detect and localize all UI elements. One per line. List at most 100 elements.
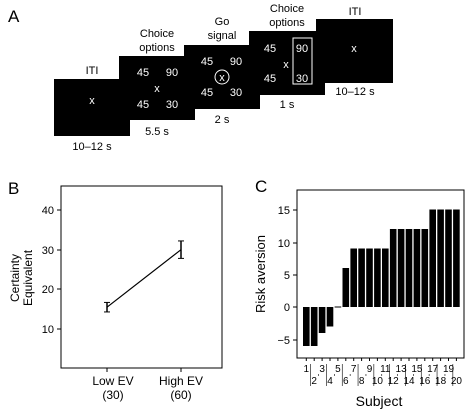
screen1-ITI — [54, 79, 130, 136]
screen5-fixation: x — [351, 43, 357, 55]
b-plot-marks — [104, 240, 184, 313]
bar-subject-2 — [310, 307, 318, 346]
c-ylabel: Risk aversion — [253, 235, 268, 313]
bar-subject-10 — [374, 248, 381, 307]
screen2-fixation: x — [154, 83, 160, 95]
screen2-choice-options — [119, 56, 195, 120]
c-xtick-label-2: 2 — [311, 376, 317, 387]
b-ylabel-line1: Certainty — [8, 254, 22, 302]
bar-subject-18 — [437, 209, 444, 307]
screen5-duration: 10–12 s — [335, 86, 375, 98]
screen3-bottom-left: 45 — [201, 87, 213, 99]
bar-subject-19 — [445, 209, 452, 307]
c-xtick-label-12: 12 — [388, 376, 400, 387]
screen3-title-line1: Go — [215, 16, 230, 28]
screen2-bottom-right: 30 — [166, 99, 178, 111]
b-series-line — [106, 249, 182, 308]
c-xtick-label-9: 9 — [367, 364, 373, 375]
b-xtick-low-ev: Low EV — [92, 374, 133, 388]
panel-b-axes — [57, 185, 223, 372]
screen3-title-line2: signal — [208, 30, 237, 42]
c-xtick-label-16: 16 — [419, 376, 431, 387]
screen4-bottom-left: 45 — [264, 73, 276, 85]
c-ytick-10: 10 — [278, 238, 290, 250]
screen2-title-line2: options — [139, 42, 175, 54]
c-xtick-label-20: 20 — [451, 376, 463, 387]
panel-c-axes — [293, 189, 465, 359]
bar-subject-6 — [342, 268, 350, 307]
c-xtick-label-14: 14 — [403, 376, 415, 387]
bar-subject-1 — [303, 307, 310, 346]
screen4-duration: 1 s — [280, 99, 295, 111]
screen2-duration: 5.5 s — [145, 126, 169, 138]
c-xtick-label-3: 3 — [319, 364, 325, 375]
panel-a-letter: A — [8, 7, 20, 26]
screen3-bottom-right: 30 — [230, 87, 242, 99]
bar-subject-9 — [366, 248, 373, 307]
bar-subject-17 — [429, 209, 436, 307]
c-xtick-label-5: 5 — [335, 364, 341, 375]
screen2-top-left: 45 — [137, 67, 149, 79]
screen2-bottom-left: 45 — [137, 99, 149, 111]
screen3-top-right: 90 — [230, 56, 242, 68]
c-xtick-label-10: 10 — [372, 376, 384, 387]
c-ytick-15: 15 — [278, 205, 290, 217]
c-xlabel: Subject — [356, 393, 403, 409]
b-ytick-40: 40 — [42, 205, 54, 217]
screen2-top-right: 90 — [166, 67, 178, 79]
panel-c-letter: C — [255, 177, 267, 196]
screen1-fixation: x — [89, 95, 95, 107]
b-xtick-high-ev: High EV — [159, 374, 203, 388]
c-xtick-label-4: 4 — [327, 376, 333, 387]
c-xtick-label-7: 7 — [351, 364, 357, 375]
screen5-title: ITI — [349, 6, 362, 18]
bar-subject-14 — [405, 229, 413, 307]
c-xtick-label-1: 1 — [304, 364, 310, 375]
b-ylabel-line2: Equivalent — [21, 249, 35, 306]
b-xtick-low-ev-value: (30) — [102, 388, 123, 402]
bar-subject-4 — [326, 307, 334, 327]
b-ytick-20: 20 — [42, 284, 54, 296]
selected-option-box — [292, 37, 313, 85]
screen4-top-right: 90 — [296, 43, 308, 55]
screen1-duration: 10–12 s — [72, 141, 112, 153]
panel-b-letter: B — [8, 179, 19, 198]
bar-subject-13 — [397, 229, 405, 307]
screen3-duration: 2 s — [215, 114, 230, 126]
screen1-title: ITI — [86, 65, 99, 77]
c-xtick-label-18: 18 — [435, 376, 447, 387]
screen3-top-left: 45 — [201, 56, 213, 68]
c-xtick-label-8: 8 — [359, 376, 365, 387]
c-xtick-label-17: 17 — [427, 364, 439, 375]
bar-subject-15 — [413, 229, 421, 307]
screen4-fixation: x — [283, 59, 289, 71]
b-xtick-high-ev-value: (60) — [170, 388, 191, 402]
bar-subject-7 — [350, 248, 357, 307]
screen3-fixation: x — [219, 72, 225, 84]
c-xtick-label-11: 11 — [380, 364, 391, 375]
bar-subject-8 — [358, 248, 365, 307]
bar-subject-20 — [453, 209, 460, 307]
screen4-title-line1: Choice — [270, 3, 304, 15]
go-signal-circle — [214, 69, 230, 85]
c-xtick-label-19: 19 — [443, 364, 455, 375]
bar-subject-12 — [389, 229, 397, 307]
b-ytick-30: 30 — [42, 245, 54, 257]
b-ytick-10: 10 — [42, 324, 54, 336]
c-ytick-minus5: −5 — [277, 335, 290, 347]
c-ytick-0: 0 — [284, 302, 290, 314]
screen5-ITI — [316, 19, 393, 83]
screen4-top-left: 45 — [264, 43, 276, 55]
bar-subject-3 — [318, 307, 326, 333]
bar-subject-11 — [382, 248, 389, 307]
screen4-bottom-right: 30 — [296, 73, 308, 85]
screen2-title-line1: Choice — [140, 28, 174, 40]
screen3-go-signal — [184, 45, 260, 109]
screen4-title-line2: options — [269, 17, 305, 29]
c-xtick-label-6: 6 — [343, 376, 349, 387]
c-xtick-label-15: 15 — [411, 364, 423, 375]
c-ytick-5: 5 — [284, 270, 290, 282]
bar-subject-16 — [421, 229, 429, 307]
